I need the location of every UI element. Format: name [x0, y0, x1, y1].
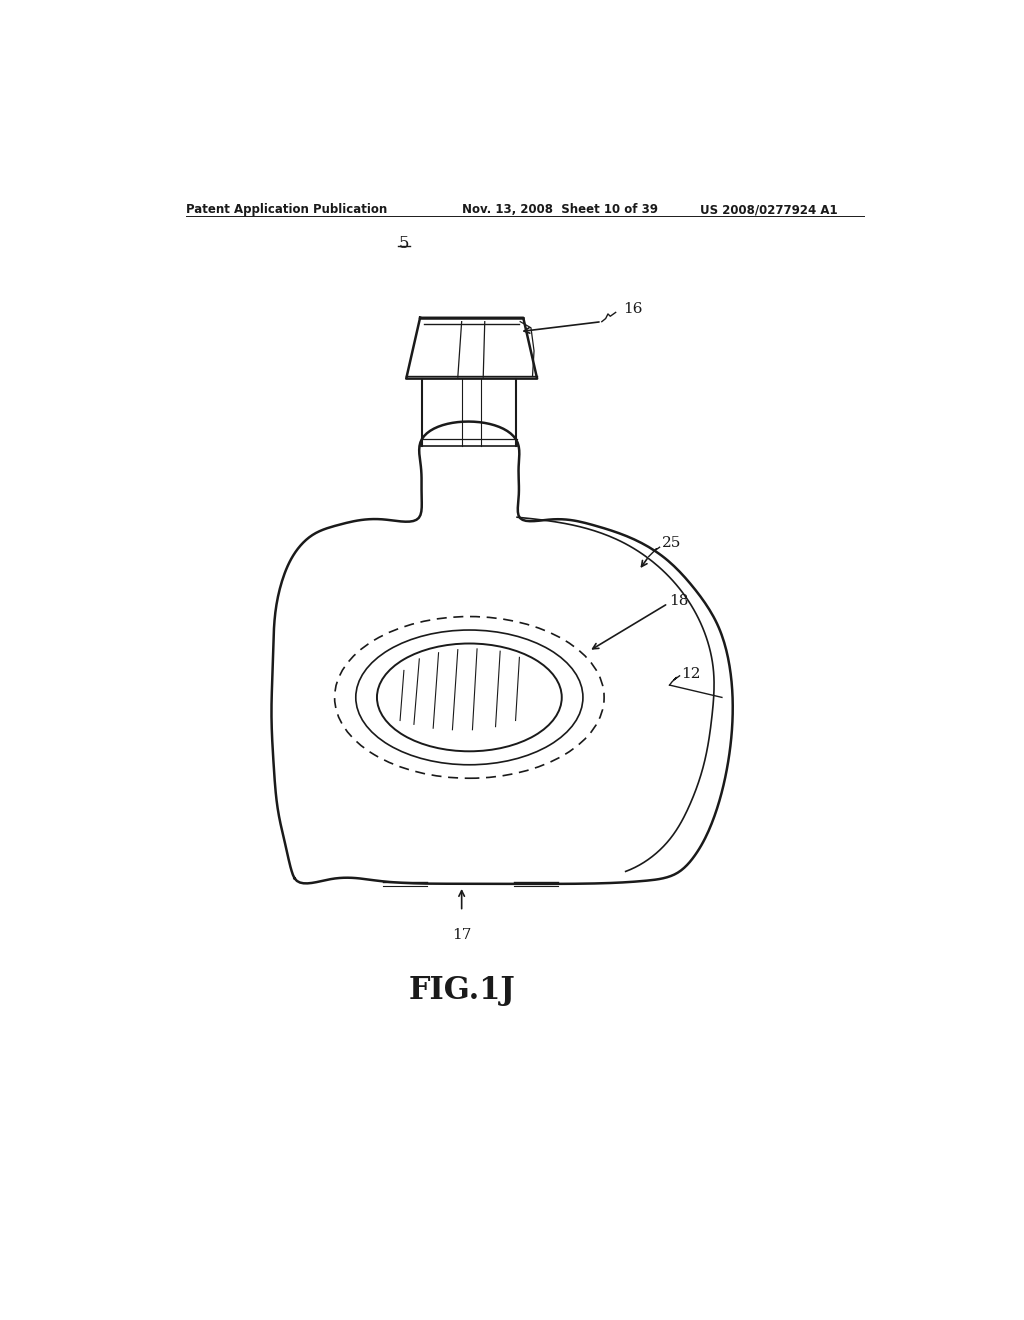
Text: 18: 18: [670, 594, 689, 609]
Text: FIG.1J: FIG.1J: [409, 974, 515, 1006]
Text: 12: 12: [681, 668, 700, 681]
Text: US 2008/0277924 A1: US 2008/0277924 A1: [700, 203, 838, 216]
Text: 17: 17: [452, 928, 471, 942]
Text: Patent Application Publication: Patent Application Publication: [186, 203, 387, 216]
Text: 16: 16: [624, 301, 643, 315]
Text: 25: 25: [662, 536, 681, 550]
Text: 5: 5: [398, 235, 410, 252]
Text: Nov. 13, 2008  Sheet 10 of 39: Nov. 13, 2008 Sheet 10 of 39: [462, 203, 657, 216]
